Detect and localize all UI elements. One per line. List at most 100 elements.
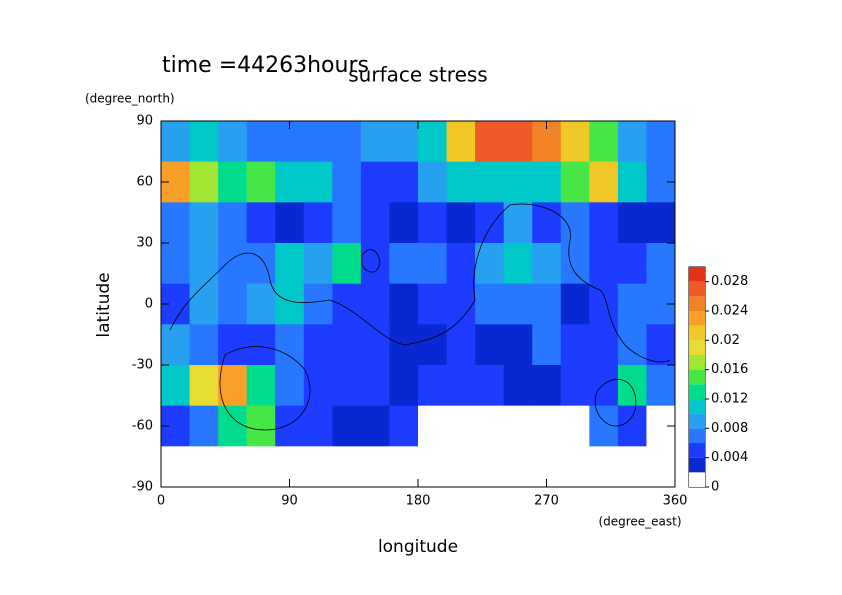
colorbar-swatch xyxy=(689,340,705,355)
cell xyxy=(332,202,362,244)
cell xyxy=(532,202,562,244)
cell xyxy=(389,283,419,325)
cell xyxy=(189,161,219,203)
cell xyxy=(360,121,390,163)
cell xyxy=(418,202,448,244)
cell xyxy=(275,365,305,407)
y-tick-label: -90 xyxy=(132,480,153,495)
cell xyxy=(418,324,448,366)
cell xyxy=(303,161,333,203)
cell xyxy=(360,365,390,407)
cell xyxy=(503,405,533,447)
cell xyxy=(446,161,476,203)
cell xyxy=(560,243,590,285)
x-tick-label: 90 xyxy=(281,494,298,509)
cell xyxy=(389,405,419,447)
cell xyxy=(532,324,562,366)
cell xyxy=(560,121,590,163)
cell xyxy=(646,324,676,366)
colorbar-tick-label: 0 xyxy=(711,480,719,495)
cell xyxy=(560,405,590,447)
cell xyxy=(646,365,676,407)
cell xyxy=(589,446,619,488)
cell xyxy=(332,405,362,447)
colorbar-swatch xyxy=(689,457,705,473)
cell xyxy=(332,161,362,203)
cell xyxy=(189,365,219,407)
cell xyxy=(475,405,505,447)
cell xyxy=(389,121,419,163)
cell xyxy=(332,121,362,163)
x-tick-label: 180 xyxy=(406,494,431,509)
cell xyxy=(218,365,248,407)
cell xyxy=(475,202,505,244)
cell xyxy=(161,446,191,488)
cell xyxy=(161,121,191,163)
cell xyxy=(360,243,390,285)
cell xyxy=(218,446,248,488)
x-tick-label: 270 xyxy=(534,494,559,509)
cell xyxy=(389,161,419,203)
chart-subtitle: time =44263hours xyxy=(162,53,369,78)
cell xyxy=(389,365,419,407)
cell xyxy=(189,283,219,325)
cell xyxy=(161,243,191,285)
cell xyxy=(589,202,619,244)
cell xyxy=(246,121,276,163)
cell xyxy=(503,446,533,488)
colorbar-tick-label: 0.02 xyxy=(711,333,740,348)
x-axis-label: longitude xyxy=(378,537,458,557)
cell xyxy=(246,161,276,203)
cell xyxy=(389,202,419,244)
cell xyxy=(532,405,562,447)
cell xyxy=(332,243,362,285)
cell xyxy=(161,365,191,407)
cell xyxy=(475,324,505,366)
cell xyxy=(418,161,448,203)
cell xyxy=(389,446,419,488)
cell xyxy=(218,405,248,447)
cell xyxy=(446,121,476,163)
cell xyxy=(589,324,619,366)
colorbar-swatch xyxy=(689,281,705,297)
cell xyxy=(503,243,533,285)
cell xyxy=(646,446,676,488)
cell xyxy=(503,283,533,325)
colorbar-tick-label: 0.008 xyxy=(711,421,748,436)
cell xyxy=(560,202,590,244)
cell xyxy=(246,405,276,447)
cell xyxy=(218,202,248,244)
y-tick-label: 90 xyxy=(136,114,153,129)
field xyxy=(161,121,676,488)
cell xyxy=(446,243,476,285)
cell xyxy=(475,283,505,325)
x-tick-label: 360 xyxy=(663,494,688,509)
cell xyxy=(617,283,647,325)
colorbar-swatch xyxy=(689,413,705,429)
cell xyxy=(418,243,448,285)
cell xyxy=(218,283,248,325)
cell xyxy=(418,121,448,163)
cell xyxy=(446,405,476,447)
cell xyxy=(246,243,276,285)
y-tick-label: -30 xyxy=(132,358,153,373)
cell xyxy=(332,324,362,366)
cell xyxy=(646,202,676,244)
colorbar-swatch xyxy=(689,355,705,370)
x-tick-label: 0 xyxy=(157,494,165,509)
colorbar-swatch xyxy=(689,472,705,487)
cell xyxy=(589,121,619,163)
cell xyxy=(275,202,305,244)
cell xyxy=(418,446,448,488)
cell xyxy=(617,202,647,244)
cell xyxy=(503,365,533,407)
y-tick-label: 0 xyxy=(145,297,153,312)
colorbar-swatch xyxy=(689,443,705,458)
cell xyxy=(246,324,276,366)
cell xyxy=(360,161,390,203)
colorbar-swatch xyxy=(689,369,705,385)
cell xyxy=(560,161,590,203)
colorbar-swatch xyxy=(689,384,705,399)
cell xyxy=(189,202,219,244)
